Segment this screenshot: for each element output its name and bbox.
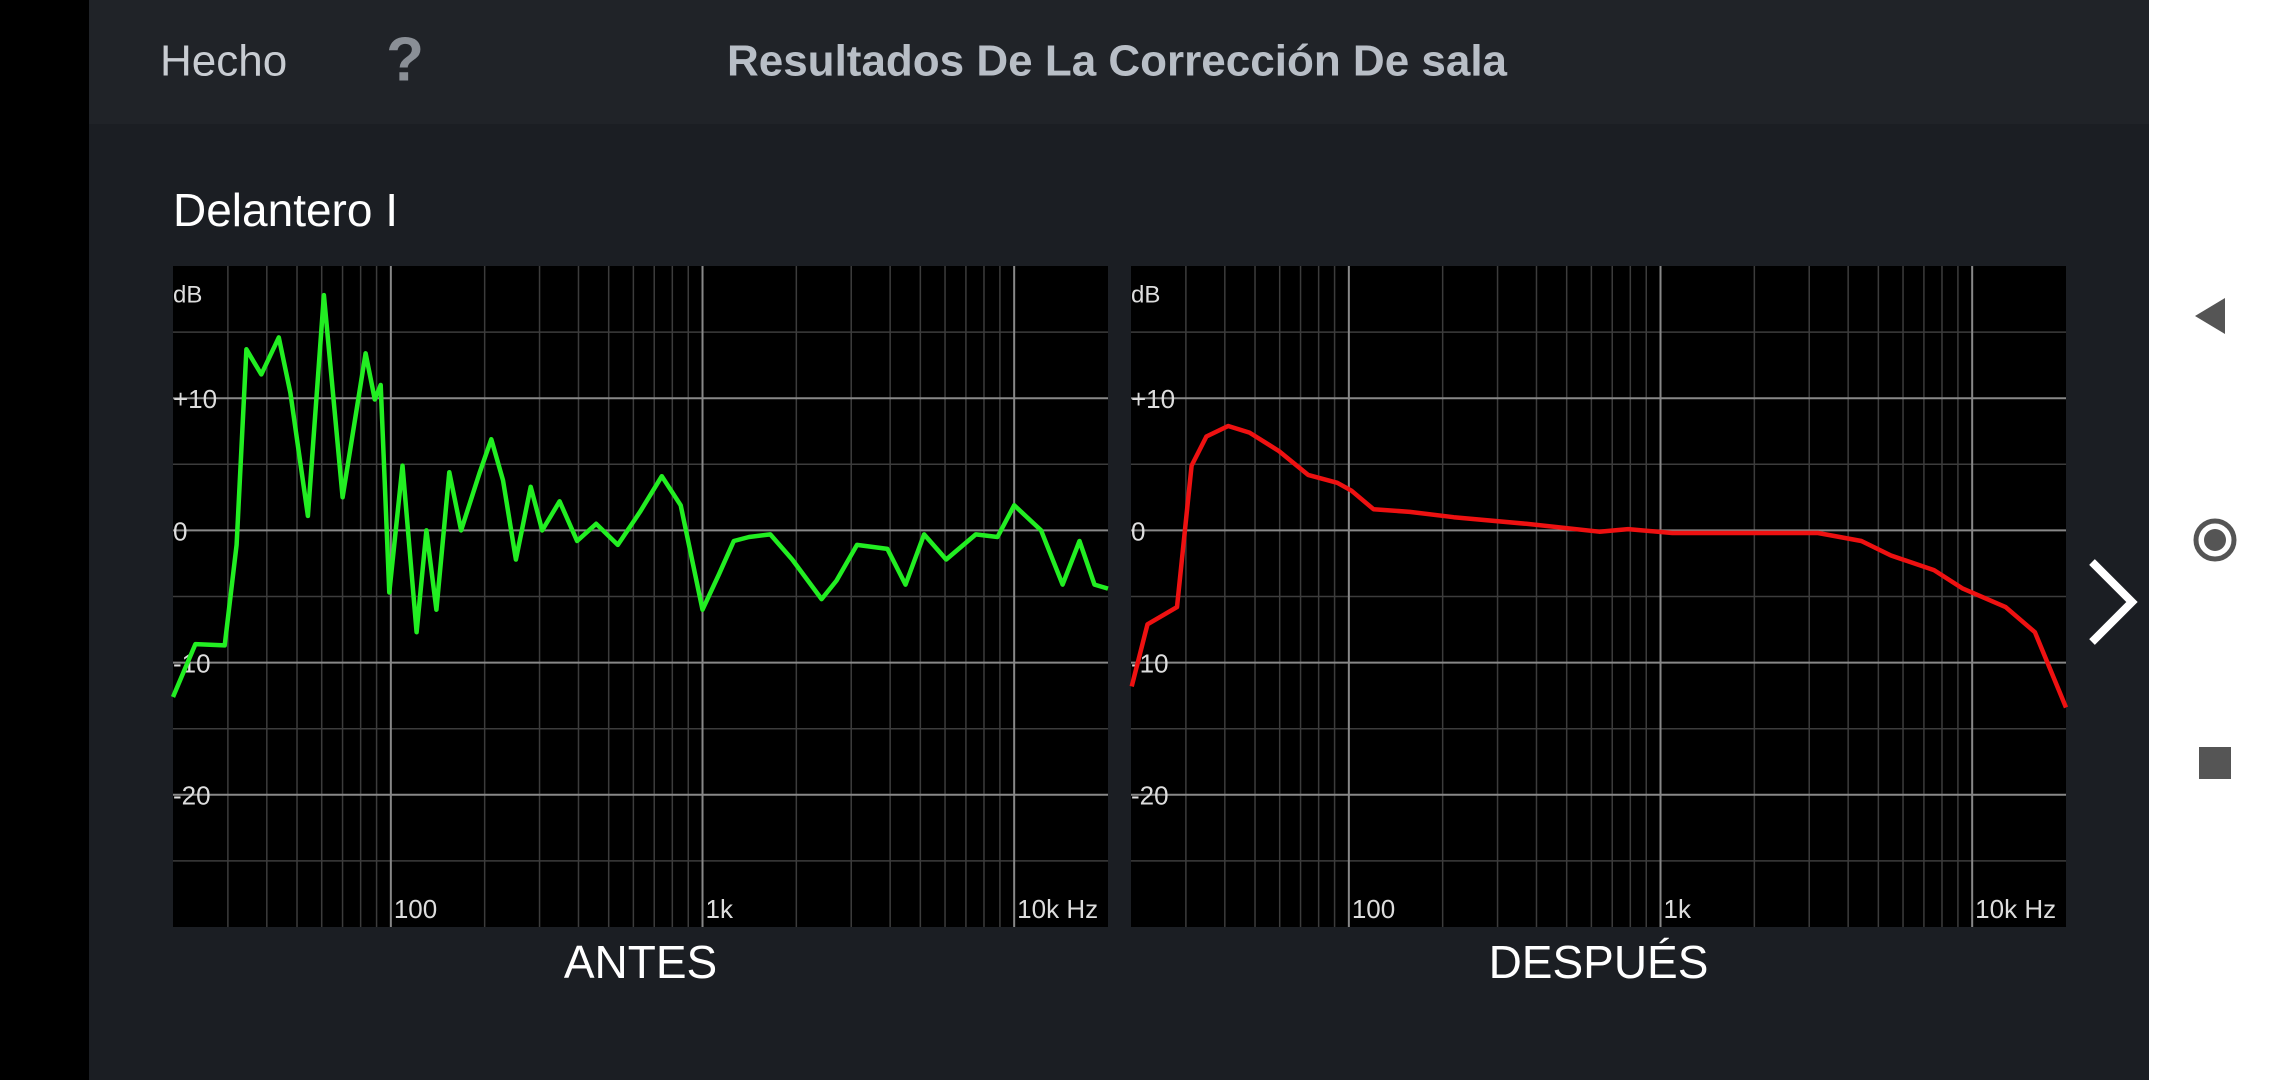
- y-tick-label: +10: [173, 384, 217, 414]
- y-axis-label: dB: [1131, 281, 1160, 308]
- done-button[interactable]: Hecho: [160, 37, 287, 86]
- y-tick-label: -20: [1131, 781, 1169, 811]
- x-tick-label: 1k: [1664, 894, 1692, 924]
- next-arrow[interactable]: [2089, 559, 2138, 645]
- x-tick-label: 100: [394, 894, 437, 924]
- section-title: Delantero I: [173, 184, 398, 236]
- x-tick-label: 1k: [706, 894, 734, 924]
- response-line: [1129, 423, 2069, 709]
- chart-caption: DESPUÉS: [1489, 936, 1709, 988]
- top-bar: [89, 0, 2149, 124]
- nav-back[interactable]: [2195, 298, 2225, 334]
- screen-title: Resultados De La Corrección De sala: [727, 37, 1508, 86]
- y-tick-label: 0: [173, 516, 187, 546]
- x-tick-label: 10k Hz: [1017, 894, 1098, 924]
- nav-recent[interactable]: [2199, 747, 2231, 779]
- help-button[interactable]: ?: [386, 25, 424, 94]
- chart-caption: ANTES: [564, 936, 717, 988]
- x-tick-label: 10k Hz: [1975, 894, 2056, 924]
- y-tick-label: +10: [1131, 384, 1175, 414]
- y-tick-label: 0: [1131, 516, 1145, 546]
- nav-home-dot: [2204, 529, 2226, 551]
- y-axis-label: dB: [173, 281, 202, 308]
- x-tick-label: 100: [1352, 894, 1395, 924]
- left-strip: [0, 0, 89, 1080]
- nav-home[interactable]: [2193, 518, 2237, 562]
- y-tick-label: -20: [173, 781, 211, 811]
- response-line: [170, 292, 1109, 698]
